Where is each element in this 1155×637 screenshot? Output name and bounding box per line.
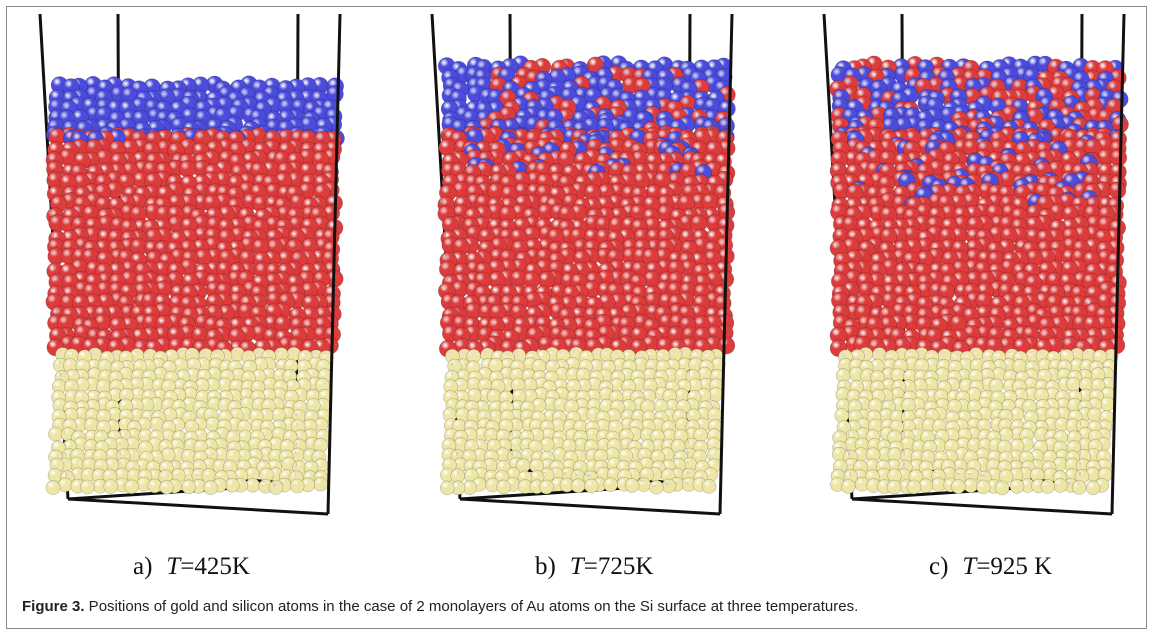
atom-box-a bbox=[38, 14, 345, 516]
atoms bbox=[829, 55, 1129, 496]
simulation-panel-c bbox=[812, 14, 1132, 534]
atoms bbox=[437, 55, 736, 496]
box-front-edges bbox=[851, 14, 1126, 516]
panel-label-b: b) T=725K bbox=[535, 553, 654, 580]
atoms bbox=[45, 75, 345, 496]
box-front-edges bbox=[67, 14, 342, 516]
figure-frame bbox=[6, 6, 1147, 629]
simulation-panel-a bbox=[28, 14, 348, 534]
caption-label: Figure 3. bbox=[22, 598, 85, 615]
simulation-panel-b bbox=[420, 14, 740, 534]
panel-label-c: c) T=925 K bbox=[929, 553, 1053, 580]
caption-text: Positions of gold and silicon atoms in t… bbox=[84, 598, 859, 615]
atom-box-b bbox=[430, 14, 736, 516]
atom-box-c bbox=[822, 14, 1129, 516]
figure-caption: Figure 3. Positions of gold and silicon … bbox=[22, 598, 858, 615]
panel-label-a: a) T=425K bbox=[133, 553, 250, 580]
box-front-edges bbox=[459, 14, 734, 516]
